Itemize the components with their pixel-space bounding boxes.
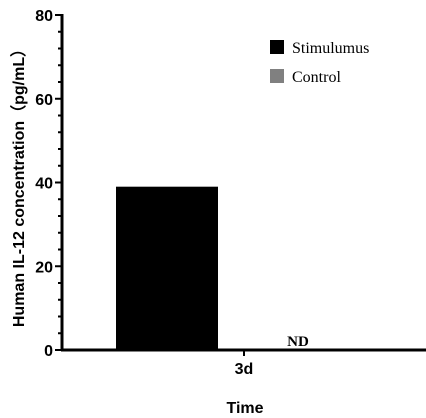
y-tick-label: 0 <box>44 343 53 360</box>
bar-stimulumus <box>116 186 218 350</box>
x-axis: 3d <box>61 348 426 378</box>
legend: Stimulumus Control <box>270 40 369 86</box>
bars: ND <box>116 186 309 350</box>
y-axis-label: Human IL-12 concentration（pg/mL） <box>10 41 28 327</box>
legend-label: Control <box>292 69 341 86</box>
y-axis: 0 20 40 60 80 <box>35 8 64 360</box>
x-axis-label: Time <box>226 400 263 417</box>
x-tick-label: 3d <box>235 361 254 378</box>
y-tick-label: 20 <box>35 259 53 276</box>
legend-label: Stimulumus <box>292 40 369 57</box>
legend-swatch <box>270 69 284 83</box>
bar-value-label: ND <box>287 334 309 350</box>
y-tick-label: 60 <box>35 92 53 109</box>
y-tick-label: 80 <box>35 8 53 25</box>
legend-swatch <box>270 40 284 54</box>
y-tick-label: 40 <box>35 176 53 193</box>
